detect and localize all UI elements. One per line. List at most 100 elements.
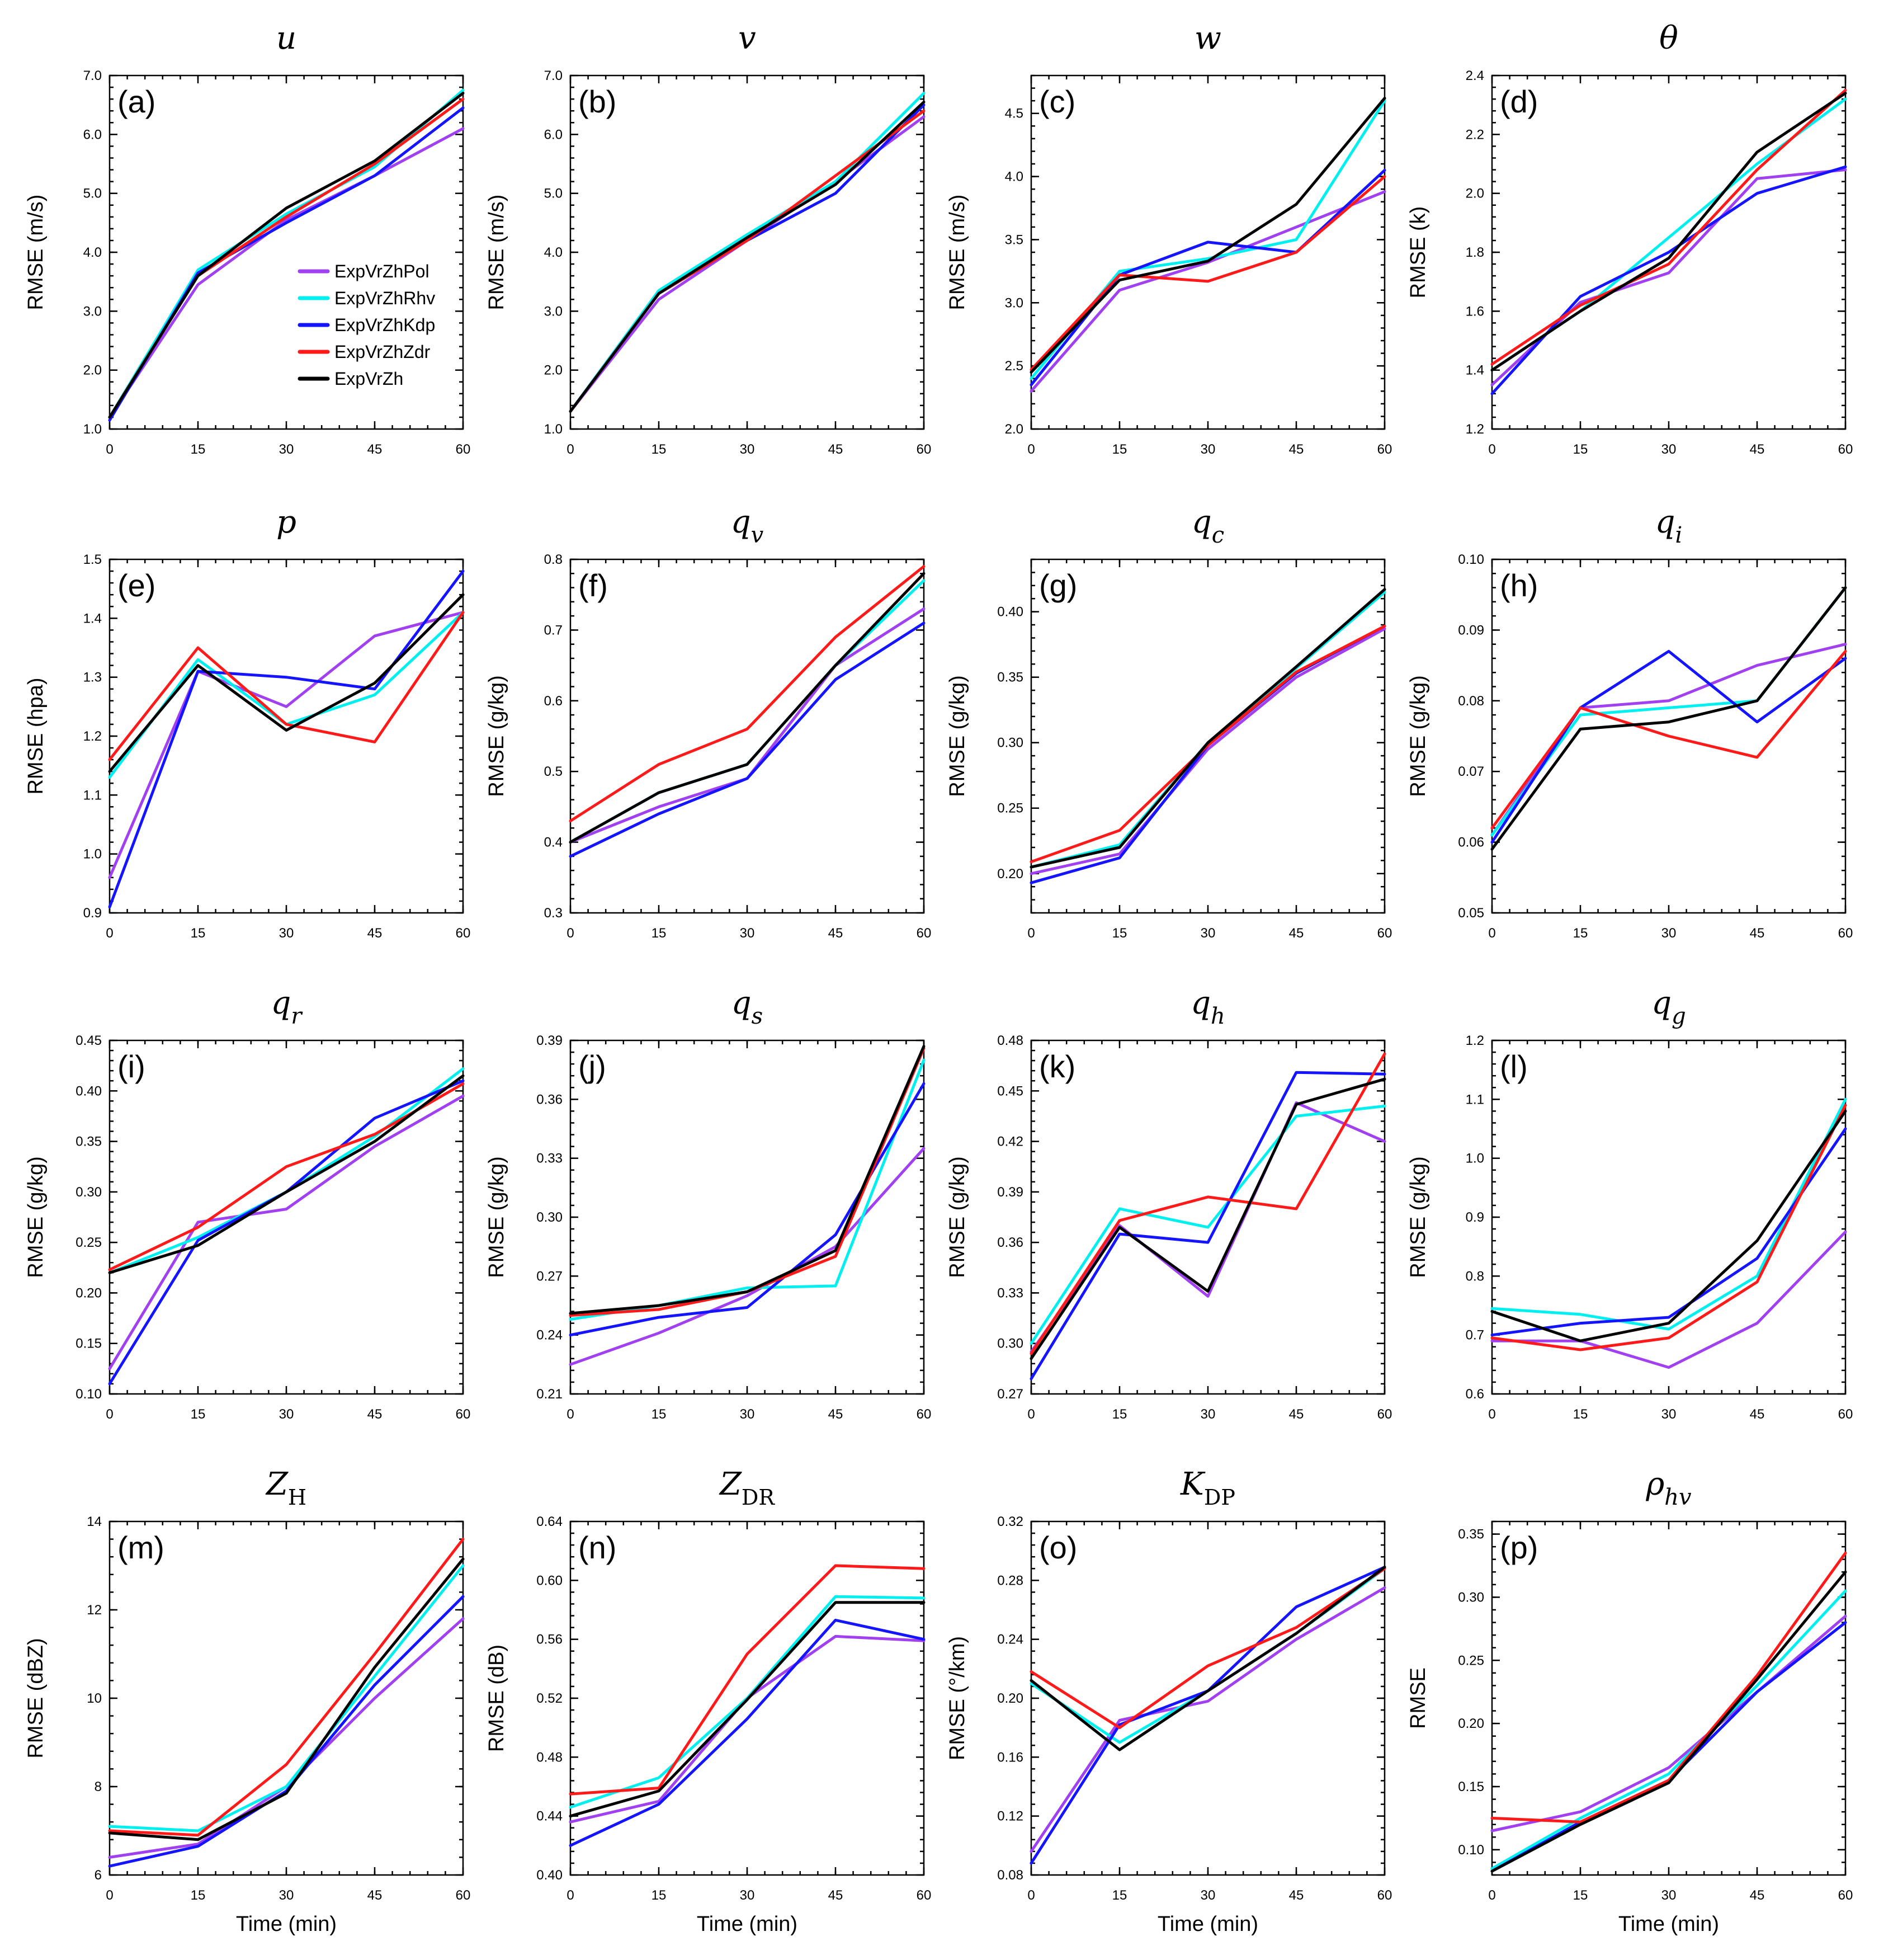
y-tick-label: 2.5: [1005, 359, 1023, 374]
y-tick-label: 0.20: [997, 1691, 1023, 1706]
y-tick-label: 0.40: [997, 605, 1023, 620]
x-tick-label: 15: [191, 1888, 206, 1903]
panel-letter: (c): [1039, 84, 1075, 119]
panel-letter: (j): [578, 1049, 606, 1084]
x-tick-label: 30: [1661, 442, 1677, 457]
y-tick-label: 2.0: [544, 363, 563, 378]
y-tick-label: 0.30: [536, 1210, 563, 1225]
title-main: θ: [1659, 20, 1678, 56]
x-tick-label: 0: [566, 442, 574, 457]
title-subscript: DP: [1204, 1485, 1235, 1510]
panel-e-title: p: [276, 504, 296, 540]
y-tick-label: 6: [95, 1868, 102, 1883]
y-tick-label: 0.42: [997, 1134, 1023, 1149]
panel-c-frame: [1030, 74, 1386, 430]
title-subscript: v: [751, 522, 764, 548]
series-line-ExpVrZhRhv: [108, 1067, 465, 1274]
series-line-ExpVrZhPol: [1030, 1101, 1386, 1354]
series-line-ExpVrZh: [1490, 1109, 1847, 1342]
x-axis-label: Time (min): [236, 1912, 337, 1936]
x-tick-label: 60: [1838, 442, 1853, 457]
panel-f-title: qv: [731, 504, 764, 548]
series-line-ExpVrZhRhv: [569, 92, 926, 413]
x-tick-label: 0: [1027, 926, 1035, 941]
title-main: K: [1180, 1466, 1206, 1502]
series-line-ExpVrZhPol: [108, 611, 465, 879]
title-main: Z: [719, 1466, 742, 1502]
x-tick-label: 45: [367, 1888, 383, 1903]
panel-m-frame: [108, 1520, 464, 1876]
panel-n: ZDR 0.40 0.44 0.48 0.52 0.56 0.60 0.64 0 15 30 45 60…: [485, 1466, 931, 1936]
panel-l: qg 0.6 0.7 0.8 0.9 1.0 1.1 1.2 0 15 30 45 60 RMSE (g/…: [1406, 985, 1853, 1422]
x-tick-label: 15: [1573, 1407, 1588, 1422]
panel-letter: (g): [1039, 568, 1077, 603]
series-line-ExpVrZhRhv: [569, 579, 926, 844]
x-tick-label: 45: [1289, 442, 1304, 457]
y-tick-label: 0.30: [1458, 1590, 1484, 1605]
title-main: Z: [265, 1466, 289, 1502]
panel-f: qv 0.3 0.4 0.5 0.6 0.7 0.8 0 15 30 45 60 RMSE (g/kg)…: [485, 504, 931, 941]
y-tick-label: 0.48: [536, 1750, 563, 1765]
series-line-ExpVrZhZdr: [1490, 649, 1847, 830]
series-line-ExpVrZhPol: [569, 115, 926, 413]
panel-letter: (m): [117, 1530, 164, 1565]
series-line-ExpVrZhRhv: [1030, 99, 1386, 380]
series-line-ExpVrZhRhv: [108, 1564, 465, 1832]
x-tick-label: 60: [917, 1888, 932, 1903]
y-tick-label: 12: [87, 1603, 102, 1618]
series-line-ExpVrZhPol: [1490, 1230, 1847, 1369]
series-line-ExpVrZh: [1030, 588, 1386, 869]
y-tick-label: 0.16: [997, 1750, 1023, 1765]
title-subscript: h: [1211, 1003, 1225, 1029]
x-tick-label: 60: [1377, 1407, 1392, 1422]
series-line-ExpVrZhPol: [1490, 1614, 1847, 1832]
x-tick-label: 0: [106, 442, 113, 457]
series-line-ExpVrZh: [569, 572, 926, 844]
title-main: p: [276, 504, 296, 540]
title-main: q: [731, 504, 751, 540]
series-line-ExpVrZhZdr: [1030, 624, 1386, 864]
x-tick-label: 60: [456, 442, 471, 457]
x-tick-label: 60: [456, 1407, 471, 1422]
y-tick-label: 0.40: [75, 1083, 102, 1099]
x-tick-label: 0: [1488, 926, 1495, 941]
y-tick-label: 0.56: [536, 1632, 563, 1647]
title-main: v: [738, 20, 756, 56]
x-tick-label: 30: [1661, 1888, 1677, 1903]
y-tick-label: 1.1: [83, 788, 102, 803]
y-tick-label: 2.0: [83, 363, 102, 378]
panel-j-title: qs: [731, 985, 763, 1029]
y-tick-label: 0.35: [997, 670, 1023, 685]
x-tick-label: 45: [828, 1888, 843, 1903]
x-tick-label: 30: [279, 926, 294, 941]
x-tick-label: 30: [1201, 926, 1216, 941]
x-tick-label: 45: [1750, 442, 1765, 457]
panel-k: qh 0.27 0.30 0.33 0.36 0.39 0.42 0.45 0.48 0 15 30 4…: [946, 985, 1392, 1422]
series-line-ExpVrZhPol: [108, 1094, 465, 1370]
y-tick-label: 0.20: [997, 866, 1023, 882]
x-tick-label: 45: [1750, 926, 1765, 941]
panel-f-frame: [569, 558, 925, 914]
title-subscript: H: [288, 1485, 306, 1510]
panel-a-frame: [108, 74, 464, 430]
panel-i-title: qr: [271, 985, 304, 1029]
x-tick-label: 15: [651, 1888, 667, 1903]
panel-i: qr 0.10 0.15 0.20 0.25 0.30 0.35 0.40 0.45 0 15 30 4…: [24, 985, 470, 1422]
y-tick-label: 0.15: [1458, 1779, 1484, 1794]
y-tick-label: 0.45: [997, 1083, 1023, 1099]
y-tick-label: 1.5: [83, 552, 102, 567]
panel-e: p 0.9 1.0 1.1 1.2 1.3 1.4 1.5 0 15 30 45 60 RMSE (hpa…: [24, 504, 470, 941]
panel-b-frame: [569, 74, 925, 430]
title-main: u: [276, 20, 296, 56]
y-tick-label: 4.5: [1005, 106, 1023, 121]
panel-letter: (a): [117, 84, 155, 119]
series-line-ExpVrZh: [1030, 1077, 1386, 1360]
x-tick-label: 15: [191, 1407, 206, 1422]
series-line-ExpVrZhKdp: [108, 1595, 465, 1868]
y-tick-label: 0.32: [997, 1514, 1023, 1529]
y-tick-label: 0.27: [997, 1387, 1023, 1402]
y-tick-label: 0.20: [75, 1285, 102, 1301]
series-line-ExpVrZhPol: [569, 1634, 926, 1824]
x-tick-label: 0: [106, 1888, 113, 1903]
y-tick-label: 3.0: [83, 304, 102, 319]
